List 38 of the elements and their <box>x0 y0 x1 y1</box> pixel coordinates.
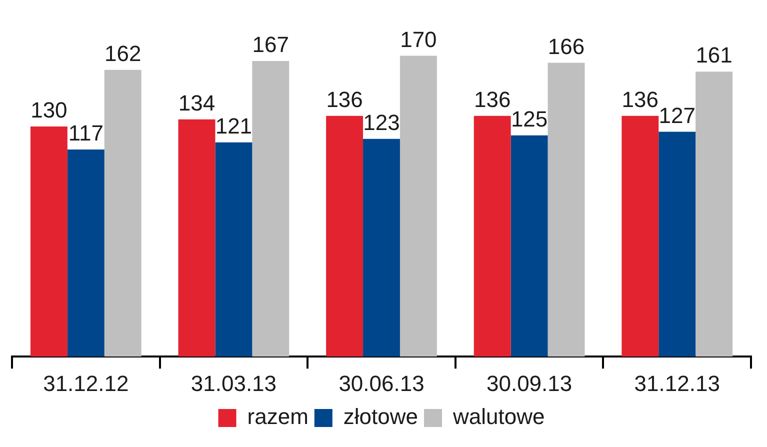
x-tick-label: 31.03.13 <box>190 370 277 396</box>
bar <box>67 150 104 357</box>
bar <box>658 132 696 357</box>
legend-label: złotowe <box>343 404 418 430</box>
x-tick-label: 31.12.12 <box>43 370 129 396</box>
bar <box>400 56 437 357</box>
legend-label: walutowe <box>452 404 545 430</box>
data-label: 134 <box>178 90 216 116</box>
bar <box>104 70 142 357</box>
data-label: 130 <box>30 98 68 123</box>
bar <box>622 116 659 357</box>
bar <box>474 116 511 357</box>
bar <box>178 119 216 357</box>
x-tick-label: 31.12.13 <box>634 370 720 396</box>
data-label: 136 <box>474 86 511 112</box>
bar <box>548 62 585 357</box>
data-label: 136 <box>622 86 659 112</box>
data-label: 125 <box>510 106 548 132</box>
data-label: 162 <box>104 40 142 66</box>
legend-label: razem <box>247 404 308 430</box>
x-tick-label: 30.09.13 <box>486 370 572 396</box>
bar <box>215 142 252 357</box>
bar <box>30 126 68 357</box>
x-tick-label: 30.06.13 <box>338 370 424 396</box>
data-label: 127 <box>658 102 696 128</box>
bar <box>252 61 290 357</box>
data-label: 121 <box>215 113 252 138</box>
data-label: 161 <box>696 42 732 68</box>
bar <box>326 116 364 357</box>
data-label: 167 <box>252 32 290 58</box>
data-label: 170 <box>400 26 437 52</box>
data-label: 117 <box>68 120 104 146</box>
bar <box>696 72 733 357</box>
data-label: 136 <box>326 86 363 112</box>
bar <box>363 138 400 357</box>
data-label: 166 <box>548 34 585 59</box>
data-label: 123 <box>363 110 400 135</box>
bar <box>510 135 548 357</box>
